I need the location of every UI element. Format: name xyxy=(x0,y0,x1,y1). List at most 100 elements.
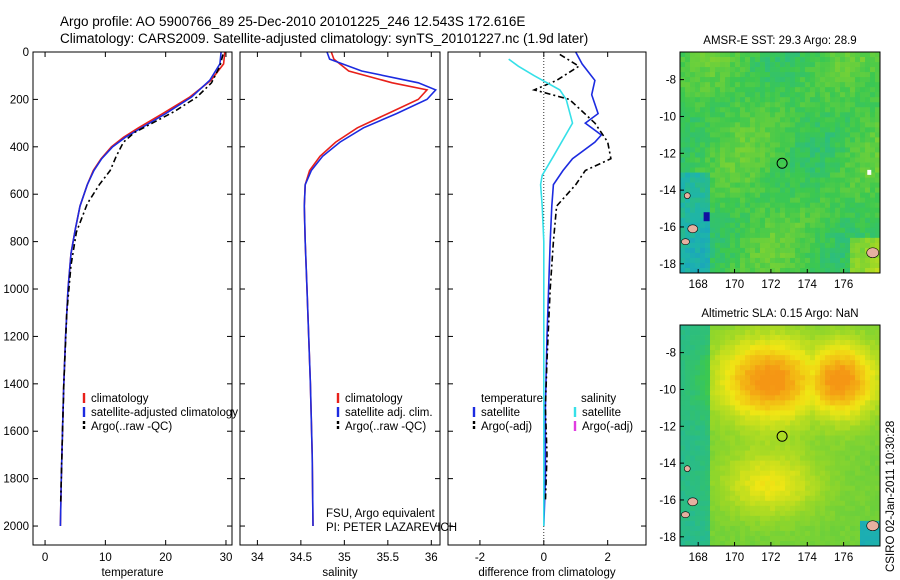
map-cell xyxy=(795,500,801,507)
map-cell xyxy=(780,540,786,547)
map-cell xyxy=(820,147,826,153)
map-cell xyxy=(810,465,816,472)
map-cell xyxy=(690,122,696,128)
map-cell xyxy=(830,325,836,331)
map-cell xyxy=(740,217,746,224)
map-cell xyxy=(785,330,791,336)
map-cell xyxy=(680,252,686,259)
map-cell xyxy=(800,82,806,88)
map-cell xyxy=(730,435,736,441)
map-cell xyxy=(690,405,696,411)
map-cell xyxy=(820,62,826,68)
map-cell xyxy=(810,370,816,376)
map-cell xyxy=(780,157,786,163)
map-cell xyxy=(730,187,736,194)
map-cell xyxy=(815,127,821,133)
map-cell xyxy=(700,242,706,249)
map-cell xyxy=(725,325,731,331)
map-cell xyxy=(780,495,786,502)
map-cell xyxy=(875,335,881,341)
map-cell xyxy=(740,340,746,346)
map-cell xyxy=(680,375,686,381)
map-cell xyxy=(715,227,721,234)
map-cell xyxy=(705,430,711,436)
map-cell xyxy=(860,177,866,183)
map-cell xyxy=(730,475,736,482)
map-cell xyxy=(715,435,721,441)
map-cell xyxy=(700,77,706,83)
map-cell xyxy=(715,420,721,426)
map-cell xyxy=(870,82,876,88)
map-cell xyxy=(835,475,841,482)
map-cell xyxy=(765,197,771,204)
map-cell xyxy=(830,202,836,209)
map-cell xyxy=(805,242,811,249)
map-cell xyxy=(755,335,761,341)
map-cell xyxy=(865,360,871,366)
map-cell xyxy=(850,242,856,249)
map-cell xyxy=(695,535,701,542)
map-cell xyxy=(810,385,816,391)
map-cell xyxy=(735,92,741,98)
map-cell xyxy=(705,520,711,527)
map-cell xyxy=(865,182,871,189)
map-cell xyxy=(720,152,726,158)
map-cell xyxy=(740,207,746,214)
pi-note: PI: PETER LAZAREVICH xyxy=(326,522,457,534)
map-cell xyxy=(860,460,866,467)
map-cell xyxy=(745,465,751,472)
map-cell xyxy=(805,97,811,103)
map-cell xyxy=(730,227,736,234)
map-cell xyxy=(720,227,726,234)
map-cell xyxy=(770,355,776,361)
map-cell xyxy=(875,450,881,456)
map-cell xyxy=(780,117,786,123)
map-cell xyxy=(745,67,751,73)
map-cell xyxy=(855,515,861,522)
map-cell xyxy=(690,380,696,386)
map-cell xyxy=(790,330,796,336)
map-cell xyxy=(800,390,806,396)
map-cell xyxy=(700,415,706,421)
map-cell xyxy=(690,475,696,482)
map-cell xyxy=(865,132,871,138)
map-cell xyxy=(875,475,881,482)
map-cell xyxy=(745,72,751,78)
map-cell xyxy=(850,107,856,113)
map-cell xyxy=(700,390,706,396)
map-cell xyxy=(740,187,746,194)
map-cell xyxy=(770,162,776,168)
map-cell xyxy=(710,107,716,113)
map-cell xyxy=(750,425,756,431)
map-cell xyxy=(690,450,696,456)
map-cell xyxy=(830,365,836,371)
map-cell xyxy=(705,530,711,537)
map-cell xyxy=(870,440,876,446)
map-cell xyxy=(805,162,811,168)
map-cell xyxy=(750,485,756,492)
map-cell xyxy=(730,485,736,492)
map-cell xyxy=(760,152,766,158)
map-cell xyxy=(715,232,721,239)
map-cell xyxy=(845,365,851,371)
map-cell xyxy=(730,252,736,259)
map-cell xyxy=(750,435,756,441)
map-cell xyxy=(705,122,711,128)
y-tick-label: 400 xyxy=(10,142,29,154)
map-cell xyxy=(785,122,791,128)
x-tick-label: 0 xyxy=(541,552,547,564)
map-cell xyxy=(860,440,866,446)
map-cell xyxy=(850,330,856,336)
sla_map-frame xyxy=(679,324,881,547)
map-cell xyxy=(850,495,856,502)
map-cell xyxy=(685,102,691,108)
map-cell xyxy=(805,157,811,163)
map-cell xyxy=(685,177,691,183)
map-cell xyxy=(825,197,831,204)
map-cell xyxy=(715,325,721,331)
map-cell xyxy=(860,87,866,93)
map-cell xyxy=(720,525,726,532)
map-cell xyxy=(875,465,881,472)
map-cell xyxy=(810,72,816,78)
map-cell xyxy=(875,237,881,244)
